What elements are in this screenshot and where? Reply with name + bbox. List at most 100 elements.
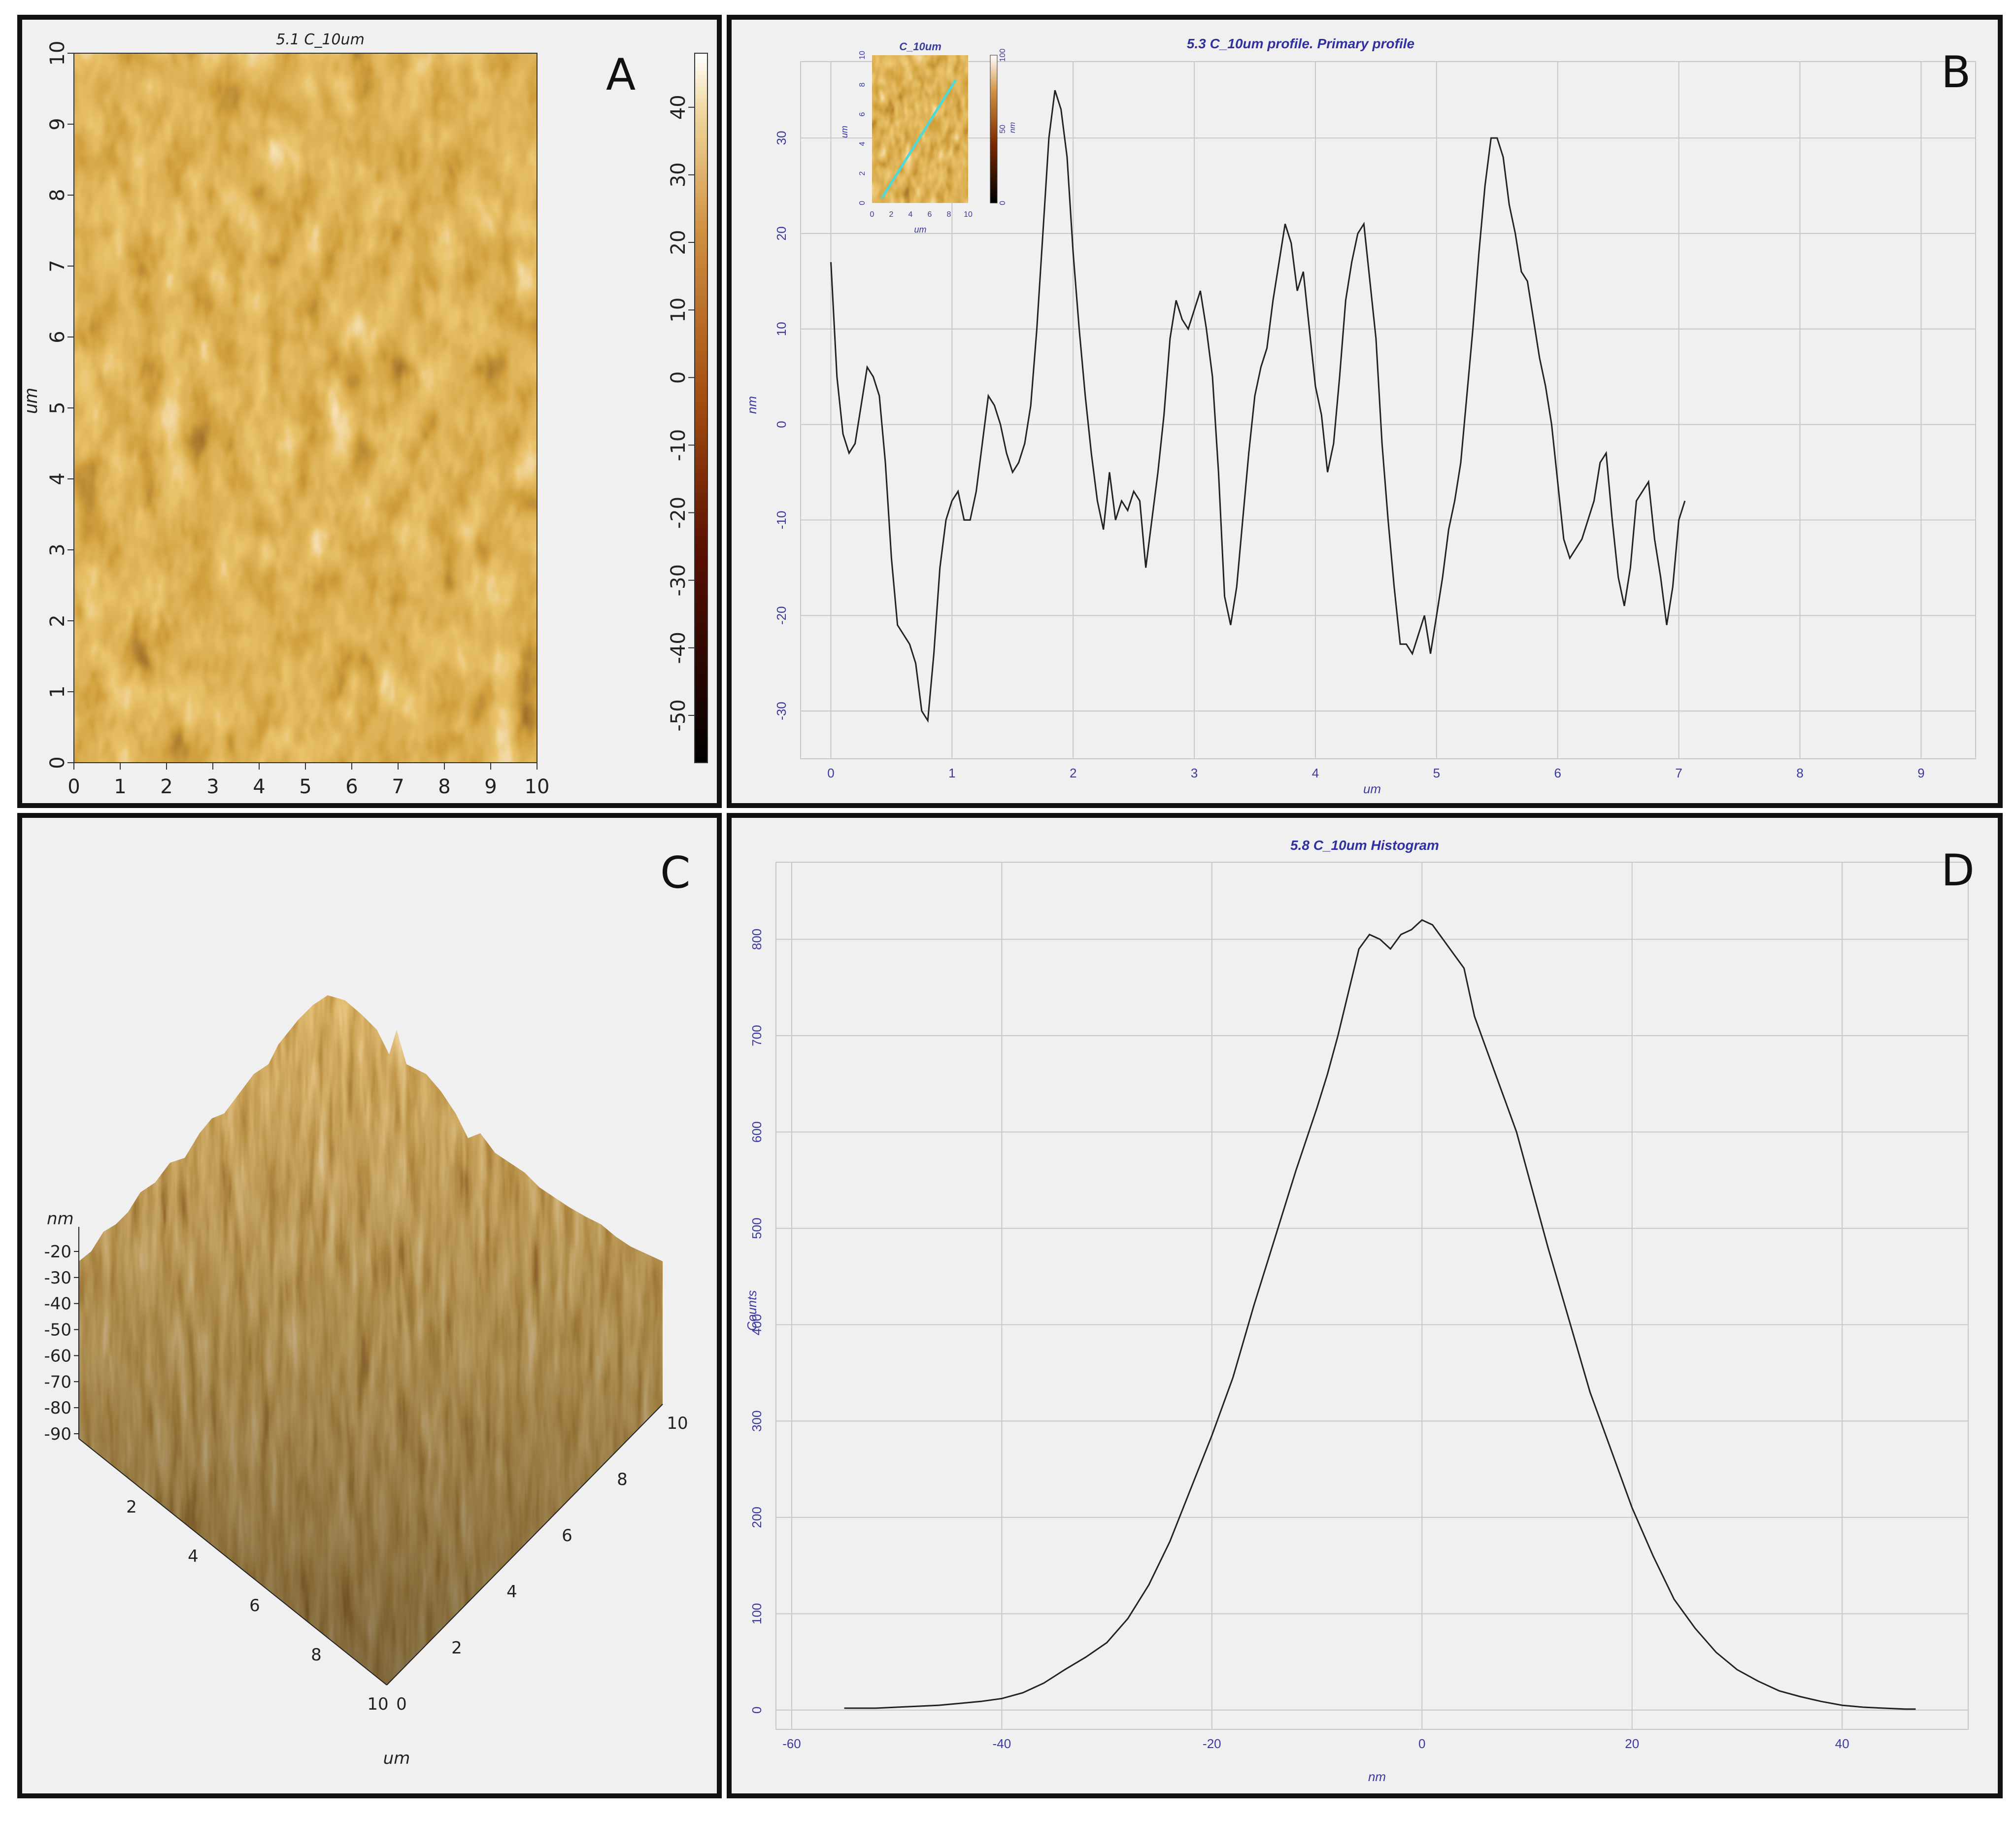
left-axis-tick-label: 10 bbox=[367, 1694, 388, 1714]
inset-bar-tick: 100 bbox=[999, 49, 1007, 62]
right-axis-line bbox=[386, 1404, 663, 1686]
panel-c: -20 -30 -40 -50 -60 -70 -80 -90 nm 2 4 6 8 10 0 2 4 6 8… bbox=[17, 813, 722, 1798]
a-y-axis: 0 1 2 3 4 5 6 7 8 9 10 bbox=[46, 41, 74, 769]
profile-title: 5.3 C_10um profile. Primary profile bbox=[1187, 36, 1414, 51]
right-axis-tick-label: 4 bbox=[506, 1582, 517, 1602]
histogram-x-tick-label: 40 bbox=[1835, 1736, 1849, 1751]
panel-b: 0 1 2 3 4 5 6 7 8 9 -30 -20 -10 0 10 20 30 5.3 C_10um pr… bbox=[727, 15, 2003, 808]
inset-x-tick: 4 bbox=[908, 210, 913, 219]
colorbar-tick-label: 30 bbox=[667, 162, 690, 187]
c-axis-label: um bbox=[383, 1749, 410, 1768]
profile-plot-area bbox=[800, 61, 1976, 759]
profile-y-tick-label: 30 bbox=[774, 131, 789, 145]
right-axis: 0 2 4 6 8 10 bbox=[386, 1404, 688, 1714]
a-x-tick-label: 1 bbox=[114, 776, 126, 798]
right-axis-tick-label: 0 bbox=[396, 1694, 407, 1714]
inset-y-label: um bbox=[840, 126, 849, 138]
colorbar-tick-label: -20 bbox=[667, 497, 690, 529]
left-axis: 2 4 6 8 10 bbox=[78, 1438, 389, 1714]
profile-y-tick-label: 0 bbox=[774, 421, 789, 428]
histogram-y-tick-label: 500 bbox=[749, 1217, 764, 1239]
inset-bar-tick: 0 bbox=[999, 201, 1007, 205]
colorbar-label: nm bbox=[714, 392, 717, 424]
panel-d: -60 -40 -20 0 20 40 0 100 200 300 400 500 600 700 800 … bbox=[727, 813, 2003, 1798]
profile-x-tick-label: 5 bbox=[1433, 766, 1440, 780]
right-axis-tick-label: 10 bbox=[667, 1414, 688, 1433]
z-tick-label: -20 bbox=[44, 1242, 71, 1262]
histogram-x-tick-label: -20 bbox=[1203, 1736, 1221, 1751]
histogram-title: 5.8 C_10um Histogram bbox=[1290, 838, 1439, 853]
a-y-tick-label: 7 bbox=[46, 260, 69, 272]
left-axis-tick-label: 4 bbox=[188, 1547, 199, 1566]
panel-b-letter: B bbox=[1941, 47, 1971, 98]
panel-a-letter: A bbox=[606, 49, 636, 100]
histogram-y-tick-label: 600 bbox=[749, 1121, 764, 1143]
z-tick-label: -70 bbox=[44, 1372, 71, 1392]
right-axis-tick-label: 6 bbox=[562, 1526, 572, 1546]
a-x-axis: 0 1 2 3 4 5 6 7 8 9 10 bbox=[67, 763, 549, 798]
a-x-tick-label: 0 bbox=[67, 776, 80, 798]
histogram-y-tick-label: 100 bbox=[749, 1603, 764, 1624]
z-tick-label: -60 bbox=[44, 1346, 71, 1366]
a-y-tick-label: 3 bbox=[46, 543, 69, 556]
a-y-tick-label: 5 bbox=[46, 402, 69, 414]
inset-y-tick: 10 bbox=[858, 51, 867, 60]
z-axis: -20 -30 -40 -50 -60 -70 -80 -90 bbox=[44, 1227, 79, 1444]
colorbar-tick-label: -40 bbox=[667, 632, 690, 664]
z-tick-label: -40 bbox=[44, 1294, 71, 1314]
histogram-plot-area bbox=[775, 862, 1969, 1730]
histogram-y-label: Counts bbox=[744, 1290, 759, 1331]
histogram-y-tick-label: 400 bbox=[749, 1314, 764, 1335]
a-x-tick-label: 7 bbox=[392, 776, 404, 798]
inset-y-tick: 6 bbox=[858, 112, 867, 116]
profile-y-tick-label: -30 bbox=[774, 702, 789, 720]
a-y-tick-label: 6 bbox=[46, 331, 69, 343]
inset-y-tick: 0 bbox=[858, 201, 867, 205]
a-x-tick-label: 6 bbox=[345, 776, 358, 798]
inset-bar-label: nm bbox=[1008, 122, 1017, 133]
a-x-tick-label: 5 bbox=[299, 776, 311, 798]
left-axis-tick-label: 2 bbox=[126, 1497, 137, 1517]
right-axis-tick-label: 2 bbox=[451, 1638, 462, 1658]
profile-x-tick-label: 0 bbox=[827, 766, 834, 780]
profile-x-tick-label: 4 bbox=[1312, 766, 1319, 780]
inset-x-tick: 2 bbox=[889, 210, 894, 219]
profile-inset: C_10um um um 0 0 2 2 4 4 6 6 8 8 10 10 0 50 100 nm bbox=[840, 40, 1017, 235]
z-axis-label: nm bbox=[47, 1209, 74, 1229]
profile-x-tick-label: 9 bbox=[1917, 766, 1924, 780]
histogram-x-tick-label: 20 bbox=[1625, 1736, 1639, 1751]
a-x-tick-label: 4 bbox=[253, 776, 265, 798]
a-x-tick-label: 10 bbox=[525, 776, 550, 798]
profile-y-tick-label: 20 bbox=[774, 226, 789, 240]
colorbar-tick-label: 10 bbox=[667, 298, 690, 323]
colorbar-tick-label: -10 bbox=[667, 429, 690, 461]
histogram-line bbox=[844, 919, 1916, 1710]
inset-y-tick: 8 bbox=[858, 82, 867, 87]
a-y-tick-label: 8 bbox=[46, 189, 69, 201]
inset-image bbox=[872, 55, 968, 203]
profile-y-tick-label: 10 bbox=[774, 322, 789, 336]
panel-d-letter: D bbox=[1941, 845, 1975, 896]
profile-x-tick-label: 8 bbox=[1796, 766, 1803, 780]
profile-x-tick-label: 6 bbox=[1554, 766, 1561, 780]
a-x-tick-label: 8 bbox=[438, 776, 450, 798]
inset-x-label: um bbox=[914, 225, 926, 235]
colorbar-ticks: -50 -40 -30 -20 -10 0 10 20 30 40 bbox=[667, 95, 695, 732]
histogram-x-tick-label: 0 bbox=[1418, 1736, 1425, 1751]
profile-x-tick-label: 1 bbox=[948, 766, 955, 780]
histogram-chart: -60 -40 -20 0 20 400100200300400500600700800 … bbox=[744, 838, 1969, 1784]
histogram-x-label: nm bbox=[1368, 1769, 1386, 1784]
histogram-y-tick-label: 0 bbox=[749, 1707, 764, 1714]
left-axis-tick-label: 6 bbox=[249, 1596, 260, 1616]
profile-y-tick-label: -20 bbox=[774, 606, 789, 625]
profile-x-tick-label: 7 bbox=[1675, 766, 1682, 780]
inset-x-tick: 10 bbox=[964, 210, 973, 219]
inset-title: C_10um bbox=[899, 40, 941, 53]
a-x-tick-label: 3 bbox=[206, 776, 219, 798]
inset-bar-tick: 50 bbox=[999, 125, 1007, 134]
profile-x-tick-label: 3 bbox=[1191, 766, 1198, 780]
colorbar-tick-label: 40 bbox=[667, 95, 690, 120]
afm-image bbox=[74, 53, 537, 763]
z-tick-label: -30 bbox=[44, 1268, 71, 1288]
